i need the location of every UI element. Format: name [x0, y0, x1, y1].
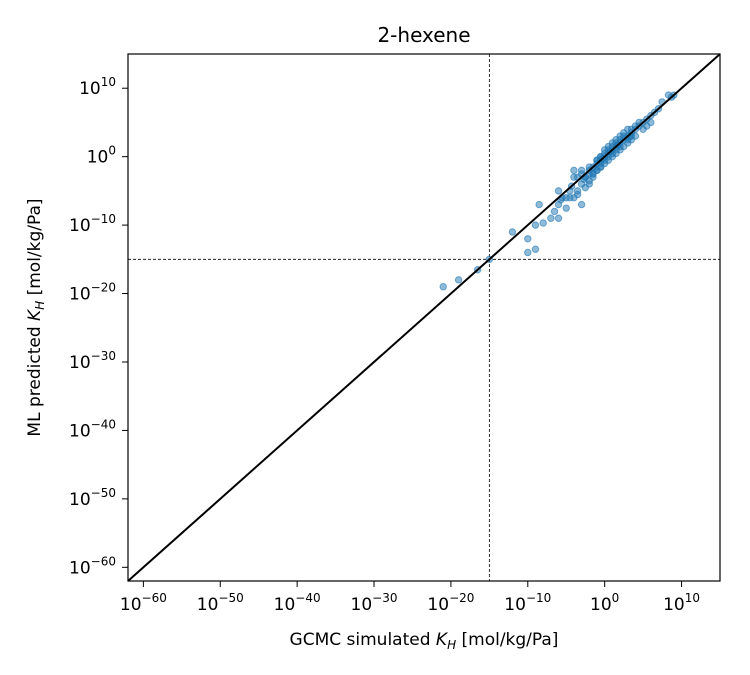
x-tick-label: 10−30 [351, 591, 398, 615]
data-point [535, 200, 543, 209]
x-tick-label: 10−20 [427, 591, 474, 615]
data-point [547, 214, 555, 222]
x-tick-label: 10−40 [274, 591, 321, 615]
y-tick-label: 10−40 [69, 417, 116, 441]
chart-title: 2-hexene [377, 23, 470, 47]
x-tick-label: 10−10 [504, 591, 551, 615]
y-tick-label: 10−10 [69, 212, 116, 236]
y-tick-label: 10−20 [69, 281, 116, 305]
x-tick-label: 10−50 [197, 591, 244, 615]
data-point [612, 149, 620, 158]
identity-line [127, 53, 721, 582]
data-point [539, 219, 547, 227]
data-point [573, 190, 582, 199]
reference-lines [128, 54, 720, 581]
y-tick-label: 10−30 [69, 349, 116, 373]
data-point [554, 187, 563, 195]
data-point [508, 228, 517, 236]
data-point [554, 214, 563, 222]
y-axis-label: ML predicted KH [mol/kg/Pa] [25, 198, 47, 436]
x-tick-label: 100 [590, 591, 619, 615]
y-tick-label: 10−60 [69, 554, 116, 578]
y-tick-label: 1010 [79, 75, 116, 99]
data-point [524, 248, 532, 257]
data-point [454, 276, 463, 284]
x-axis-ticks: 10−60 10−50 10−40 10−30 10−20 10−10 100 1010 [120, 581, 700, 615]
data-point [550, 207, 559, 216]
data-point [596, 163, 605, 171]
data-point [577, 200, 586, 209]
y-tick-label: 100 [87, 144, 116, 168]
plot-frame [127, 53, 721, 582]
x-tick-label: 1010 [663, 591, 700, 615]
data-point [439, 283, 447, 291]
data-points [439, 91, 678, 291]
data-point [524, 235, 532, 243]
data-point [570, 166, 578, 175]
data-point [647, 118, 655, 127]
y-axis-ticks: 10−60 10−50 10−40 10−30 10−20 10−10 100 1010 [69, 75, 128, 578]
y-tick-label: 10−50 [69, 486, 116, 510]
data-point [531, 245, 540, 253]
data-point [581, 183, 589, 192]
x-tick-label: 10−60 [120, 591, 167, 615]
data-point [620, 129, 628, 137]
data-point [562, 204, 570, 212]
x-axis-label: GCMC simulated KH [mol/kg/Pa] [290, 630, 559, 652]
data-point [531, 221, 540, 229]
